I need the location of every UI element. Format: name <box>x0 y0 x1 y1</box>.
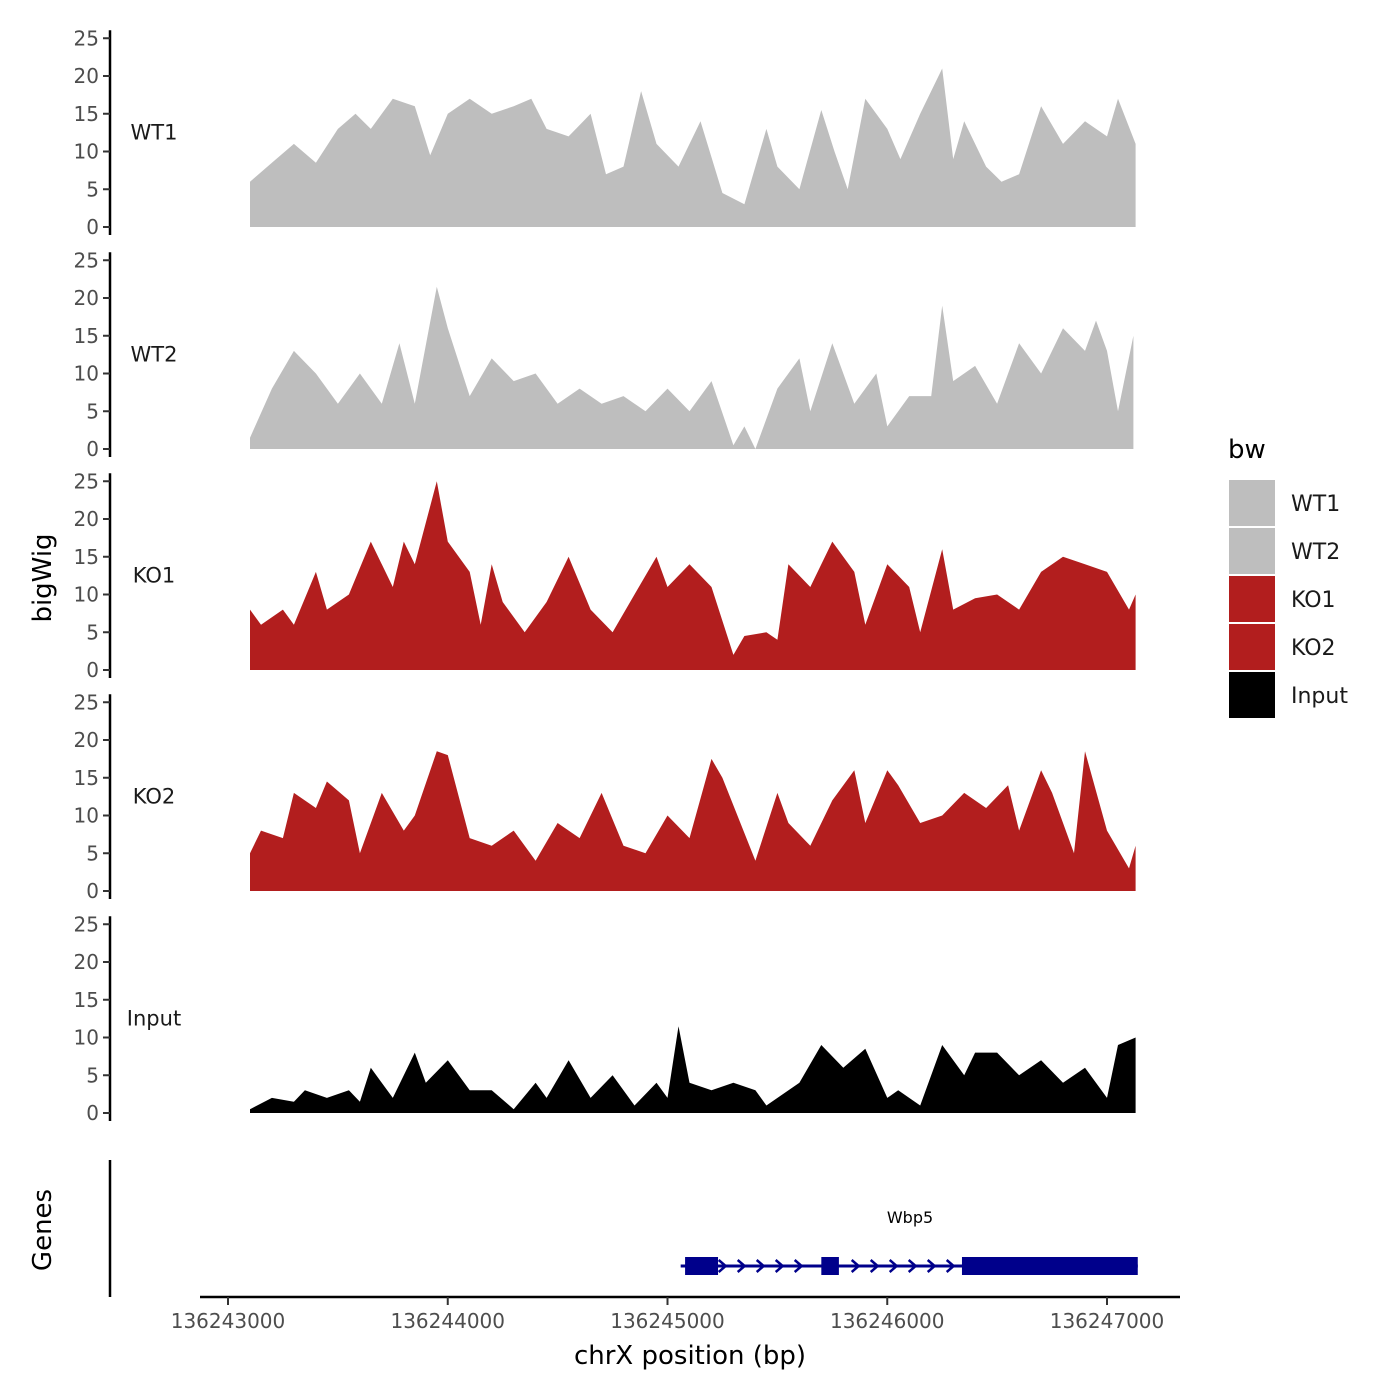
strand-arrow-1 <box>736 1259 747 1273</box>
y-tick-label-ko1-10: 10 <box>74 583 99 607</box>
signal-tracks: 0510152025WT10510152025WT20510152025KO10… <box>74 26 1136 1125</box>
y-tick-label-wt1-20: 20 <box>74 64 99 88</box>
track-label-ko1: KO1 <box>133 564 176 588</box>
legend-key-input <box>1229 672 1275 718</box>
x-tick-label-136244000: 136244000 <box>390 1309 505 1333</box>
legend-key-wt1 <box>1229 480 1275 526</box>
track-label-wt1: WT1 <box>131 121 178 145</box>
y-tick-label-wt1-15: 15 <box>74 102 99 126</box>
exon-3 <box>961 1257 1138 1275</box>
strand-arrow-7 <box>888 1259 899 1273</box>
track-label-input: Input <box>127 1007 181 1031</box>
x-tick-label-136246000: 136246000 <box>830 1309 945 1333</box>
legend-key-wt2 <box>1229 528 1275 574</box>
y-axis-title: bigWig <box>28 533 58 622</box>
legend-label-ko1: KO1 <box>1291 588 1336 613</box>
legend-key-ko2 <box>1229 624 1275 670</box>
y-tick-label-input-0: 0 <box>86 1101 99 1125</box>
exon-2 <box>821 1257 839 1275</box>
legend-title: bw <box>1228 435 1266 465</box>
x-axis-title: chrX position (bp) <box>574 1341 806 1371</box>
y-tick-label-ko2-20: 20 <box>74 728 99 752</box>
y-tick-label-ko2-0: 0 <box>86 879 99 903</box>
y-tick-label-wt1-10: 10 <box>74 140 99 164</box>
x-tick-label-136245000: 136245000 <box>610 1309 725 1333</box>
x-axis: 136243000 136244000 136245000 136246000 1362… <box>171 1295 1180 1333</box>
area-ko2 <box>250 751 1136 891</box>
area-wt1 <box>250 68 1136 227</box>
y-tick-label-input-5: 5 <box>86 1063 99 1087</box>
y-tick-label-input-20: 20 <box>74 950 99 974</box>
track-ko2: 0 5 10 15 20 25 KO2 <box>74 690 1136 903</box>
y-tick-label-wt2-20: 20 <box>74 286 99 310</box>
y-tick-label-input-15: 15 <box>74 988 99 1012</box>
y-tick-label-wt2-15: 15 <box>74 324 99 348</box>
y-tick-label-ko1-20: 20 <box>74 507 99 531</box>
gene-name-label: Wbp5 <box>887 1208 933 1227</box>
y-tick-label-input-10: 10 <box>74 1026 99 1050</box>
legend-label-wt2: WT2 <box>1291 540 1340 565</box>
track-label-wt2: WT2 <box>131 343 178 367</box>
strand-arrow-5 <box>850 1259 861 1273</box>
strand-arrow-0 <box>717 1259 728 1273</box>
strand-arrow-10 <box>945 1259 956 1273</box>
track-wt1: 0 5 10 15 20 25 WT1 <box>74 26 1136 239</box>
legend-label-input: Input <box>1291 684 1348 709</box>
legend: bw WT1 WT2 KO1 KO2 Input <box>1228 435 1348 718</box>
genes-axis-title: Genes <box>28 1189 58 1271</box>
y-tick-label-wt1-25: 25 <box>74 26 99 50</box>
strand-arrow-2 <box>755 1259 766 1273</box>
track-ko1: 0 5 10 15 20 25 KO1 <box>74 469 1136 682</box>
strand-arrow-9 <box>926 1259 937 1273</box>
track-input: 0 5 10 15 20 25 Input <box>74 912 1136 1125</box>
strand-arrow-4 <box>793 1259 804 1273</box>
x-tick-label-136247000: 136247000 <box>1050 1309 1165 1333</box>
y-tick-label-ko2-5: 5 <box>86 841 99 865</box>
track-label-ko2: KO2 <box>133 785 176 809</box>
y-tick-label-ko1-15: 15 <box>74 545 99 569</box>
genes-track: Wbp5 <box>108 1160 1138 1297</box>
y-tick-label-wt2-10: 10 <box>74 362 99 386</box>
y-tick-label-ko2-25: 25 <box>74 690 99 714</box>
y-tick-label-wt2-5: 5 <box>86 399 99 423</box>
strand-arrow-6 <box>869 1259 880 1273</box>
area-ko1 <box>250 481 1136 670</box>
legend-label-wt1: WT1 <box>1291 492 1340 517</box>
y-tick-label-ko2-10: 10 <box>74 804 99 828</box>
y-tick-label-input-25: 25 <box>74 912 99 936</box>
strand-arrow-8 <box>907 1259 918 1273</box>
y-tick-label-wt2-25: 25 <box>74 248 99 272</box>
y-tick-label-ko1-5: 5 <box>86 620 99 644</box>
y-tick-label-ko2-15: 15 <box>74 766 99 790</box>
area-input <box>250 1026 1136 1113</box>
track-wt2: 0 5 10 15 20 25 WT2 <box>74 248 1134 461</box>
exon-1 <box>685 1257 719 1275</box>
y-tick-label-ko1-25: 25 <box>74 469 99 493</box>
x-tick-label-136243000: 136243000 <box>171 1309 286 1333</box>
legend-label-ko2: KO2 <box>1291 636 1336 661</box>
legend-key-ko1 <box>1229 576 1275 622</box>
y-tick-label-ko1-0: 0 <box>86 658 99 682</box>
y-tick-label-wt1-0: 0 <box>86 215 99 239</box>
y-tick-label-wt1-5: 5 <box>86 177 99 201</box>
y-tick-label-wt2-0: 0 <box>86 437 99 461</box>
strand-arrow-3 <box>774 1259 785 1273</box>
area-wt2 <box>250 286 1134 449</box>
